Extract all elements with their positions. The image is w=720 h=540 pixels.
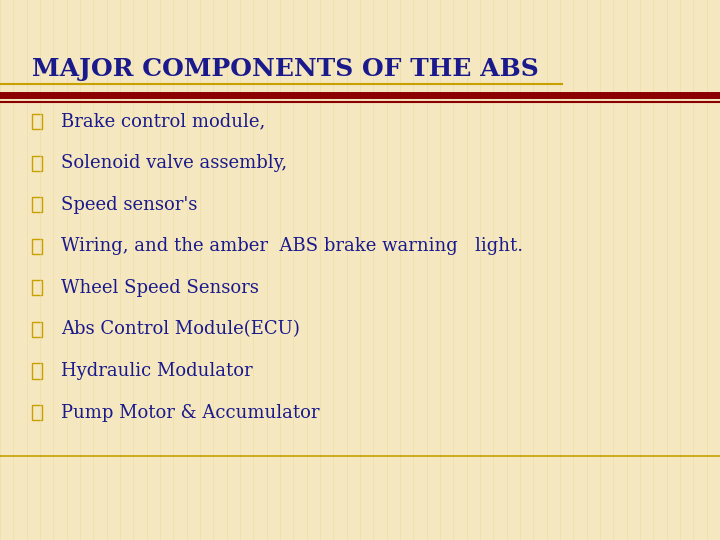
Bar: [32, 197, 42, 212]
Text: Speed sensor's: Speed sensor's: [61, 195, 197, 214]
Bar: [32, 114, 42, 129]
Bar: [32, 239, 42, 254]
Bar: [32, 280, 42, 295]
Text: Solenoid valve assembly,: Solenoid valve assembly,: [61, 154, 287, 172]
Text: Wheel Speed Sensors: Wheel Speed Sensors: [61, 279, 259, 297]
Text: Abs Control Module(ECU): Abs Control Module(ECU): [61, 320, 300, 339]
Bar: [32, 405, 42, 420]
Text: Hydraulic Modulator: Hydraulic Modulator: [61, 362, 253, 380]
Text: MAJOR COMPONENTS OF THE ABS: MAJOR COMPONENTS OF THE ABS: [32, 57, 539, 80]
Text: Wiring, and the amber  ABS brake warning   light.: Wiring, and the amber ABS brake warning …: [61, 237, 523, 255]
Text: Pump Motor & Accumulator: Pump Motor & Accumulator: [61, 403, 320, 422]
Bar: [32, 156, 42, 171]
Bar: [32, 322, 42, 337]
Bar: [32, 363, 42, 379]
Text: Brake control module,: Brake control module,: [61, 112, 266, 131]
